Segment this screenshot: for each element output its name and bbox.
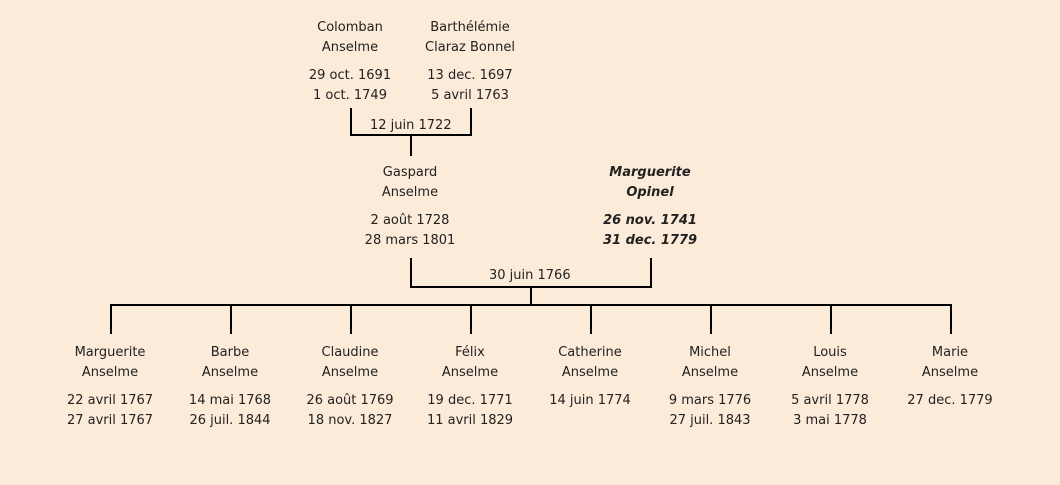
child-marguerite: Marguerite Anselme 22 avril 1767 27 avri… <box>50 343 170 431</box>
first-name: Catherine <box>558 345 622 360</box>
person-marguerite-opinel: Marguerite Opinel 26 nov. 1741 31 dec. 1… <box>590 163 710 251</box>
birth-date: 29 oct. 1691 <box>308 68 392 83</box>
birth-date: 13 dec. 1697 <box>427 68 513 83</box>
last-name: Anselme <box>561 365 619 380</box>
child-michel: Michel Anselme 9 mars 1776 27 juil. 1843 <box>650 343 770 431</box>
first-name: Marie <box>931 345 969 360</box>
last-name: Anselme <box>321 365 379 380</box>
last-name: Anselme <box>921 365 979 380</box>
birth-date: 5 avril 1778 <box>791 393 869 408</box>
child-drop-line <box>950 304 952 334</box>
birth-date: 14 mai 1768 <box>188 393 272 408</box>
death-date: 5 avril 1763 <box>431 88 509 103</box>
birth-date: 22 avril 1767 <box>66 393 154 408</box>
last-name: Anselme <box>681 365 739 380</box>
first-name: Gaspard <box>382 165 438 180</box>
child-drop-line <box>470 304 472 334</box>
first-name: Colomban <box>317 20 383 35</box>
birth-date: 14 juin 1774 <box>549 393 631 408</box>
first-name: Barthélémie <box>430 20 510 35</box>
child-drop-line <box>590 304 592 334</box>
person-gaspard: Gaspard Anselme 2 août 1728 28 mars 1801 <box>350 163 470 251</box>
death-date: 11 avril 1829 <box>426 413 514 428</box>
connector-line <box>470 108 472 136</box>
death-date: 18 nov. 1827 <box>307 413 393 428</box>
child-drop-line <box>710 304 712 334</box>
children-bar <box>110 304 952 306</box>
birth-date: 27 dec. 1779 <box>907 393 993 408</box>
marriage-date: 30 juin 1766 <box>485 268 575 284</box>
child-felix: Félix Anselme 19 dec. 1771 11 avril 1829 <box>410 343 530 431</box>
death-date: 26 juil. 1844 <box>189 413 271 428</box>
first-name: Michel <box>689 345 731 360</box>
child-drop-line <box>110 304 112 334</box>
birth-date: 2 août 1728 <box>370 213 450 228</box>
death-date: 27 juil. 1843 <box>669 413 751 428</box>
connector-line <box>410 258 412 288</box>
connector-line <box>650 258 652 288</box>
person-barthelemie: Barthélémie Claraz Bonnel 13 dec. 1697 5… <box>410 18 530 106</box>
marriage-date: 12 juin 1722 <box>366 118 456 134</box>
child-louis: Louis Anselme 5 avril 1778 3 mai 1778 <box>770 343 890 431</box>
last-name: Claraz Bonnel <box>425 40 515 55</box>
child-claudine: Claudine Anselme 26 août 1769 18 nov. 18… <box>290 343 410 431</box>
birth-date: 19 dec. 1771 <box>427 393 513 408</box>
death-date: 1 oct. 1749 <box>313 88 387 103</box>
child-marie: Marie Anselme 27 dec. 1779 <box>890 343 1010 411</box>
last-name: Anselme <box>201 365 259 380</box>
child-drop-line <box>230 304 232 334</box>
birth-date: 26 août 1769 <box>306 393 394 408</box>
last-name: Anselme <box>801 365 859 380</box>
child-drop-line <box>830 304 832 334</box>
child-barbe: Barbe Anselme 14 mai 1768 26 juil. 1844 <box>170 343 290 431</box>
death-date: 27 avril 1767 <box>66 413 154 428</box>
birth-date: 9 mars 1776 <box>668 393 752 408</box>
connector-line <box>530 286 532 306</box>
last-name: Anselme <box>81 365 139 380</box>
last-name: Anselme <box>381 185 439 200</box>
first-name: Félix <box>455 345 485 360</box>
connector-line <box>350 108 352 136</box>
first-name: Marguerite <box>74 345 146 360</box>
first-name: Marguerite <box>609 165 691 180</box>
last-name: Anselme <box>321 40 379 55</box>
death-date: 3 mai 1778 <box>793 413 867 428</box>
death-date: 28 mars 1801 <box>364 233 456 248</box>
last-name: Opinel <box>626 185 674 200</box>
child-catherine: Catherine Anselme 14 juin 1774 <box>530 343 650 411</box>
last-name: Anselme <box>441 365 499 380</box>
first-name: Claudine <box>321 345 379 360</box>
first-name: Barbe <box>210 345 250 360</box>
child-drop-line <box>350 304 352 334</box>
connector-line <box>410 134 412 156</box>
birth-date: 26 nov. 1741 <box>603 213 697 228</box>
first-name: Louis <box>813 345 847 360</box>
person-colomban: Colomban Anselme 29 oct. 1691 1 oct. 174… <box>290 18 410 106</box>
death-date: 31 dec. 1779 <box>602 233 698 248</box>
